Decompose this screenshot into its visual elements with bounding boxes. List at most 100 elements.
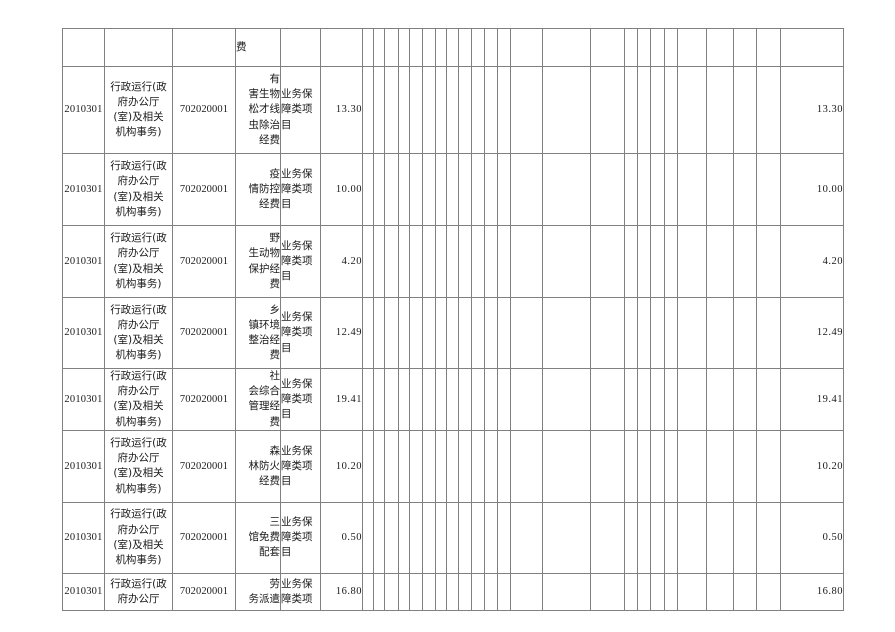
cell-empty (590, 297, 625, 369)
table-row[interactable]: 2010301 行政运行(政 府办公厅 (室)及相关 机构事务) 702020001 乡镇环… (62, 297, 844, 369)
table-row[interactable]: 2010301 行政运行(政 府办公厅 702020001 劳务派遣 业务保 障类项 16.8… (62, 572, 844, 611)
cell-empty (458, 429, 472, 503)
cell-empty (497, 28, 511, 67)
cell-empty (590, 66, 625, 154)
cell-project-type: 业务保 障类项 (280, 572, 321, 611)
cell-empty (471, 572, 485, 611)
cell-empty (435, 429, 447, 503)
cell-project-type: 业务保 障类项目 (280, 153, 321, 226)
cell-empty (510, 225, 543, 298)
cell-project-name: 劳务派遣 (235, 572, 281, 611)
cell-economic-code: 702020001 (172, 297, 236, 369)
cell-empty (373, 225, 385, 298)
cell-empty (471, 153, 485, 226)
cell-project-name: 三馆免费 配套 (235, 501, 281, 574)
cell-empty (650, 225, 665, 298)
cell-empty (510, 297, 543, 369)
cell-project-type: 业务保 障类项目 (280, 66, 321, 154)
cell-empty (409, 297, 423, 369)
budget-expenditure-table: 费 2010301 行政运行(政 府办公厅 (室)及相关 机构事务) 702020001 有害… (62, 28, 844, 611)
cell-empty (733, 297, 757, 369)
cell-empty (664, 28, 678, 67)
table-row[interactable]: 费 (62, 28, 844, 67)
cell-amount: 12.49 (320, 297, 363, 369)
cell-empty (706, 225, 734, 298)
cell-empty (664, 429, 678, 503)
cell-amount: 0.50 (320, 501, 363, 574)
table-row[interactable]: 2010301 行政运行(政 府办公厅 (室)及相关 机构事务) 702020001 有害生… (62, 66, 844, 154)
cell-empty (398, 572, 410, 611)
cell-empty (733, 225, 757, 298)
cell-empty (373, 297, 385, 369)
cell-empty (497, 429, 511, 503)
cell-empty (637, 501, 651, 574)
cell-empty (677, 225, 707, 298)
cell-empty (409, 368, 423, 431)
budget-table-sheet: 费 2010301 行政运行(政 府办公厅 (室)及相关 机构事务) 702020001 有害… (62, 28, 844, 611)
cell-empty (624, 28, 638, 67)
cell-empty (373, 66, 385, 154)
cell-function-name: 行政运行(政 府办公厅 (室)及相关 机构事务) (104, 368, 173, 431)
cell-total: 10.20 (780, 429, 844, 503)
table-row[interactable]: 2010301 行政运行(政 府办公厅 (室)及相关 机构事务) 702020001 野生动… (62, 225, 844, 298)
cell-empty (446, 297, 459, 369)
cell-empty (637, 153, 651, 226)
cell-empty (435, 66, 447, 154)
cell-empty (497, 501, 511, 574)
cell-empty (510, 501, 543, 574)
cell-empty (733, 429, 757, 503)
cell-empty (664, 501, 678, 574)
cell-empty (510, 572, 543, 611)
cell-project-name: 森林防火 经费 (235, 429, 281, 503)
cell-empty (497, 368, 511, 431)
cell-empty (435, 225, 447, 298)
cell-amount: 10.20 (320, 429, 363, 503)
cell-project-name: 有害生物 松才线 虫除治 经费 (235, 66, 281, 154)
cell-project-type (280, 28, 321, 67)
cell-empty (664, 297, 678, 369)
cell-empty (590, 153, 625, 226)
cell-empty (733, 501, 757, 574)
cell-empty (435, 153, 447, 226)
table-row[interactable]: 2010301 行政运行(政 府办公厅 (室)及相关 机构事务) 702020001 三馆免… (62, 501, 844, 574)
cell-empty (384, 66, 399, 154)
cell-function-code: 2010301 (62, 572, 105, 611)
cell-function-name (104, 28, 173, 67)
cell-empty (398, 153, 410, 226)
cell-empty (362, 368, 374, 431)
cell-empty (542, 501, 591, 574)
table-row[interactable]: 2010301 行政运行(政 府办公厅 (室)及相关 机构事务) 702020001 森林防… (62, 429, 844, 503)
cell-empty (362, 501, 374, 574)
cell-function-code: 2010301 (62, 225, 105, 298)
cell-empty (624, 66, 638, 154)
cell-empty (756, 572, 781, 611)
cell-empty (409, 429, 423, 503)
cell-empty (373, 429, 385, 503)
cell-empty (422, 28, 436, 67)
cell-empty (664, 225, 678, 298)
cell-empty (471, 429, 485, 503)
cell-function-name: 行政运行(政 府办公厅 (室)及相关 机构事务) (104, 501, 173, 574)
cell-economic-code (172, 28, 236, 67)
cell-empty (435, 28, 447, 67)
cell-empty (384, 28, 399, 67)
cell-empty (624, 153, 638, 226)
cell-economic-code: 702020001 (172, 501, 236, 574)
cell-empty (471, 368, 485, 431)
cell-empty (637, 572, 651, 611)
cell-empty (650, 153, 665, 226)
cell-empty (373, 368, 385, 431)
table-row[interactable]: 2010301 行政运行(政 府办公厅 (室)及相关 机构事务) 702020001 社会综… (62, 368, 844, 431)
cell-empty (510, 28, 543, 67)
cell-empty (422, 297, 436, 369)
cell-empty (733, 368, 757, 431)
cell-empty (542, 153, 591, 226)
cell-economic-code: 702020001 (172, 572, 236, 611)
cell-empty (733, 28, 757, 67)
cell-empty (435, 297, 447, 369)
cell-empty (398, 225, 410, 298)
cell-empty (664, 572, 678, 611)
table-row[interactable]: 2010301 行政运行(政 府办公厅 (室)及相关 机构事务) 702020001 疫情防… (62, 153, 844, 226)
cell-empty (637, 66, 651, 154)
cell-empty (471, 501, 485, 574)
